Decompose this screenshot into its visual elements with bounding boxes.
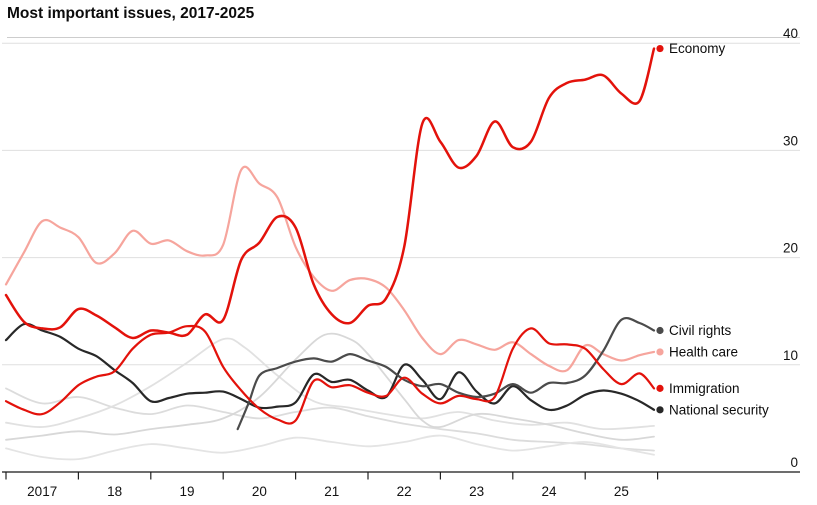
x-tick-label-24: 24 xyxy=(541,484,557,499)
series-line-unlabeled-other-issue-4 xyxy=(5,434,655,461)
x-tick-label-25: 25 xyxy=(614,484,629,499)
series-end-dot-health-care xyxy=(656,348,664,356)
series-end-dot-immigration xyxy=(656,384,664,392)
x-tick-label-20: 20 xyxy=(252,484,267,499)
series-line-unlabeled-other-issue-1 xyxy=(5,387,655,452)
series-line-national-security xyxy=(4,322,656,412)
series-label-civil-rights: Civil rights xyxy=(669,323,732,338)
x-tick-label-18: 18 xyxy=(107,484,122,499)
chart-title: Most important issues, 2017-2025 xyxy=(7,5,255,22)
series-end-dot-civil-rights xyxy=(656,326,664,335)
series-line-health-care xyxy=(4,165,656,373)
series-line-civil-rights xyxy=(236,316,656,431)
series-label-economy: Economy xyxy=(669,41,726,56)
series-line-immigration xyxy=(4,324,656,425)
y-tick-label-40: 40 xyxy=(783,26,798,41)
title-rule xyxy=(7,37,800,38)
x-tick-label-21: 21 xyxy=(324,484,339,499)
y-tick-label-10: 10 xyxy=(783,348,798,363)
x-tick-label-2017: 2017 xyxy=(27,484,57,499)
x-tick-label-22: 22 xyxy=(397,484,412,499)
x-tick-label-23: 23 xyxy=(469,484,484,499)
series-end-dot-economy xyxy=(656,44,664,53)
series-label-health-care: Health care xyxy=(669,344,738,359)
series-end-dot-national-security xyxy=(656,406,664,414)
series-label-immigration: Immigration xyxy=(669,381,740,396)
series-line-economy xyxy=(4,47,656,340)
y-tick-label-30: 30 xyxy=(783,133,798,148)
y-tick-label-20: 20 xyxy=(783,241,798,256)
series-label-national-security: National security xyxy=(669,402,769,417)
series-line-unlabeled-other-issue-3 xyxy=(5,332,655,441)
x-tick-label-19: 19 xyxy=(179,484,194,499)
y-tick-label-0: 0 xyxy=(790,455,798,470)
series-line-unlabeled-other-issue-2 xyxy=(5,337,655,431)
